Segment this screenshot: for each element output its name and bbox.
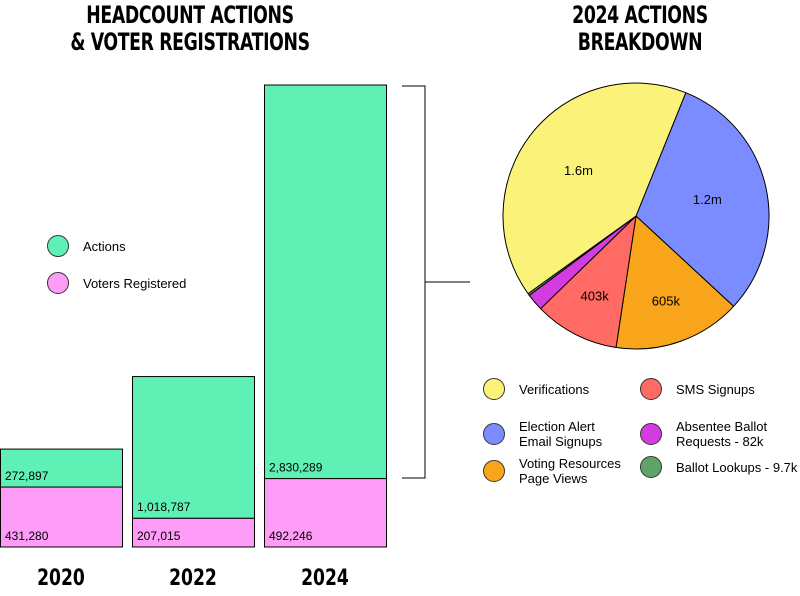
legend-item-sms-signups: SMS Signups — [640, 378, 755, 400]
data-label-voters-2020: 431,280 — [5, 529, 49, 543]
bracket — [402, 85, 426, 479]
x-tick-2020: 2020 — [37, 566, 85, 591]
bar-actions-2022 — [132, 376, 255, 519]
legend-item-voters-registered: Voters Registered — [47, 272, 186, 294]
legend-label-voting-resources: Voting Resources Page Views — [519, 456, 621, 486]
pie-slice-verifications — [502, 82, 687, 295]
legend-item-verifications: Verifications — [483, 378, 589, 400]
bar-actions-2020 — [0, 448, 123, 488]
bar-chart-title-line1: HEADCOUNT ACTIONS — [86, 1, 294, 29]
legend-item-voting-resources: Voting Resources Page Views — [483, 456, 621, 486]
sms-signups-swatch — [640, 378, 662, 400]
legend-label-voters-registered: Voters Registered — [83, 275, 187, 291]
legend-item-election-alert: Election Alert Email Signups — [483, 419, 602, 449]
election-alert-swatch — [483, 423, 505, 445]
legend-label-absentee-ballot: Absentee Ballot Requests - 82k — [676, 419, 768, 449]
data-label-voters-2022: 207,015 — [137, 529, 181, 543]
pie-label-voting-resources-page-views: 605k — [652, 293, 681, 308]
bar-actions-2024 — [264, 84, 387, 480]
legend-item-actions: Actions — [47, 235, 126, 257]
voters-registered-swatch — [47, 272, 69, 294]
ballot-lookups-swatch — [640, 456, 662, 478]
actions-swatch — [47, 235, 69, 257]
data-label-voters-2024: 492,246 — [269, 529, 313, 543]
legend-label-election-alert: Election Alert Email Signups — [519, 419, 603, 449]
legend-item-ballot-lookups: Ballot Lookups - 9.7k — [640, 456, 797, 478]
verifications-swatch — [483, 378, 505, 400]
bar-chart-title-line2: & VOTER REGISTRATIONS — [70, 28, 310, 56]
data-label-actions-2022: 1,018,787 — [137, 500, 191, 514]
data-label-actions-2024: 2,830,289 — [269, 461, 323, 475]
voting-resources-swatch — [483, 460, 505, 482]
legend-label-ballot-lookups: Ballot Lookups - 9.7k — [676, 459, 798, 475]
x-tick-2022: 2022 — [169, 566, 217, 591]
bar-chart-title: HEADCOUNT ACTIONS & VOTER REGISTRATIONS — [53, 2, 327, 56]
data-label-actions-2020: 272,897 — [5, 469, 49, 483]
bar-voters-2020 — [0, 486, 123, 548]
pie-chart-title-line1: 2024 ACTIONS — [572, 1, 708, 29]
pie-label-election-alert-email-signups: 1.2m — [693, 192, 722, 207]
pie-chart-title-line2: BREAKDOWN — [577, 28, 703, 56]
x-tick-2024: 2024 — [301, 566, 349, 591]
pie-label-verifications: 1.6m — [564, 163, 593, 178]
pie-slice-election-alert-email-signups — [635, 92, 770, 307]
pie-label-sms-signups: 403k — [581, 288, 610, 303]
pie-slice-sms-signups — [540, 215, 637, 348]
pie-slice-voting-resources-page-views — [615, 215, 735, 350]
pie-chart-title: 2024 ACTIONS BREAKDOWN — [532, 2, 748, 56]
legend-label-actions: Actions — [83, 238, 126, 254]
legend-item-absentee-ballot: Absentee Ballot Requests - 82k — [640, 419, 767, 449]
legend-label-verifications: Verifications — [519, 381, 590, 397]
legend-label-sms-signups: SMS Signups — [676, 381, 755, 397]
absentee-ballot-swatch — [640, 423, 662, 445]
